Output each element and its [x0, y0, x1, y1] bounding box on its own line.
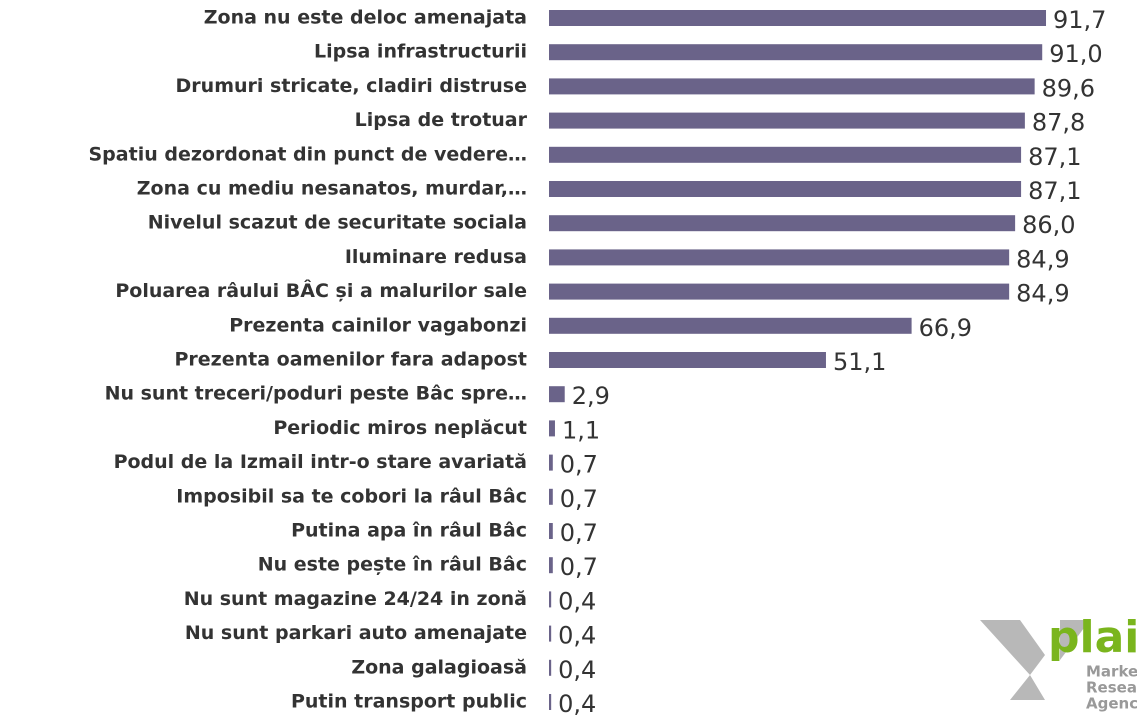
category-label: Imposibil sa te cobori la râul Bâc — [176, 485, 527, 507]
value-label: 91,0 — [1049, 40, 1102, 68]
category-label: Nu sunt magazine 24/24 in zonă — [184, 588, 527, 610]
value-label: 66,9 — [919, 314, 972, 342]
category-label: Podul de la Izmail intr-o stare avariată — [114, 451, 527, 473]
category-label: Zona nu este deloc amenajata — [204, 7, 527, 29]
bar — [549, 625, 552, 642]
category-label: Prezenta cainilor vagabonzi — [229, 314, 527, 336]
bar — [549, 454, 553, 471]
bar — [549, 249, 1010, 266]
logo-line: Marketing — [1086, 663, 1137, 681]
category-label: Poluarea râului BÂC și a malurilor sale — [115, 279, 527, 302]
bar — [549, 181, 1022, 197]
value-label: 2,9 — [572, 382, 610, 410]
value-label: 87,1 — [1028, 177, 1081, 205]
logo-mark — [980, 620, 1090, 700]
value-label: 89,6 — [1042, 74, 1095, 102]
category-label: Drumuri stricate, cladiri distruse — [176, 75, 527, 97]
value-label: 84,9 — [1016, 280, 1069, 308]
value-label: 0,4 — [558, 690, 596, 718]
bar — [549, 317, 912, 334]
logo-line: Research — [1086, 679, 1137, 697]
category-label: Iluminare redusa — [345, 246, 527, 268]
category-label: Putin transport public — [291, 691, 527, 713]
logo: plain Marketing Research Agency — [980, 612, 1137, 713]
bar — [549, 352, 826, 368]
bar — [549, 694, 552, 710]
category-label: Nivelul scazut de securitate sociala — [148, 212, 527, 234]
category-label: Zona cu mediu nesanatos, murdar,… — [137, 178, 527, 200]
value-label: 51,1 — [833, 348, 886, 376]
value-label: 0,7 — [560, 451, 598, 479]
value-label: 1,1 — [562, 416, 600, 444]
bar — [549, 591, 552, 608]
bar — [549, 112, 1025, 129]
logo-name: plain — [1048, 612, 1137, 663]
value-label: 0,4 — [558, 587, 596, 615]
category-label: Spatiu dezordonat din punct de vedere… — [89, 143, 528, 165]
value-label: 91,7 — [1053, 6, 1106, 34]
category-label: Nu sunt parkari auto amenajate — [185, 622, 527, 644]
category-label: Nu este pește în râul Bâc — [258, 554, 527, 576]
bar — [549, 44, 1043, 61]
category-label: Lipsa de trotuar — [355, 109, 528, 131]
category-label: Prezenta oamenilor fara adapost — [174, 349, 527, 371]
category-label: Putina apa în râul Bâc — [291, 520, 527, 542]
logo-line: Agency — [1086, 695, 1137, 713]
category-label: Lipsa infrastructurii — [314, 41, 527, 63]
value-label: 0,4 — [558, 622, 596, 650]
value-label: 0,7 — [560, 485, 598, 513]
value-label: 84,9 — [1016, 245, 1069, 273]
bar — [549, 215, 1016, 232]
value-label: 86,0 — [1022, 211, 1075, 239]
value-label: 87,1 — [1028, 143, 1081, 171]
category-label: Nu sunt treceri/poduri peste Bâc spre… — [105, 383, 527, 405]
bar — [549, 557, 553, 574]
bar — [549, 420, 555, 437]
bar — [549, 659, 552, 676]
bar — [549, 146, 1022, 163]
value-label: 0,4 — [558, 656, 596, 684]
bar — [549, 488, 553, 505]
value-label: 87,8 — [1032, 109, 1085, 137]
category-label: Periodic miros neplăcut — [273, 417, 527, 439]
bar — [549, 523, 553, 539]
bar — [549, 283, 1010, 300]
category-label: Zona galagioasă — [351, 656, 527, 678]
bar — [549, 10, 1047, 26]
value-label: 0,7 — [560, 553, 598, 581]
value-label: 0,7 — [560, 519, 598, 547]
bar — [549, 386, 565, 403]
bar — [549, 78, 1035, 95]
